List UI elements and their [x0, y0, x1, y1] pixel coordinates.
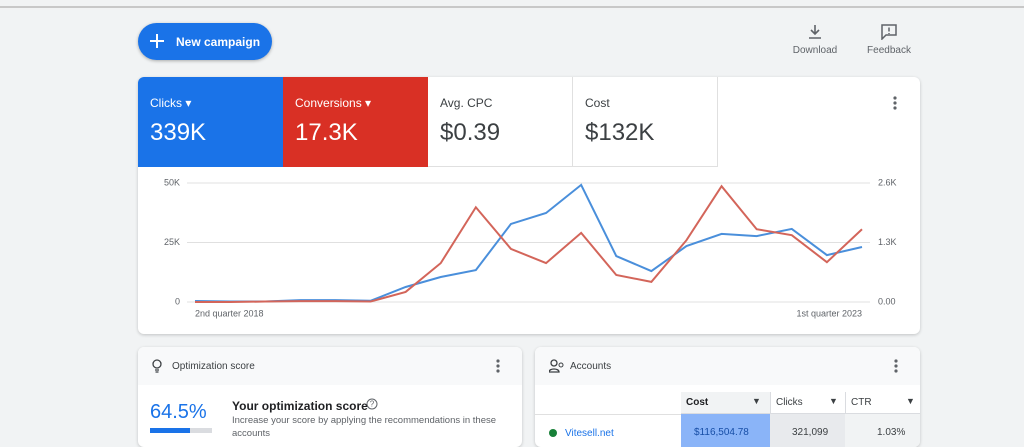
status-dot	[549, 429, 557, 437]
y-tick-label: 25K	[164, 237, 180, 247]
conversions-tile[interactable]: Conversions ▾ 17.3K	[283, 77, 428, 167]
cell-text: 1.03%	[877, 427, 906, 438]
button-label: New campaign	[176, 35, 261, 49]
more-menu[interactable]	[892, 95, 898, 111]
metric-label-text: Clicks	[150, 96, 182, 110]
cost-cell: $116,504.78	[681, 414, 770, 447]
page: New campaign Download Feedback Clicks ▾ …	[0, 6, 1024, 447]
card-header	[535, 347, 920, 385]
optimization-card: Optimization score 64.5% Your optimizati…	[138, 347, 522, 447]
avg-cpc-tile[interactable]: Avg. CPC $0.39	[428, 77, 573, 167]
card-title: Optimization score	[172, 361, 255, 372]
feedback-button[interactable]: Feedback	[854, 24, 924, 60]
metric-label-text: Conversions	[295, 96, 362, 110]
metric-value: 17.3K	[295, 119, 358, 146]
plus-icon	[150, 34, 164, 48]
column-label: Cost	[686, 397, 709, 408]
performance-card: Clicks ▾ 339K Conversions ▾ 17.3K Avg. C…	[138, 77, 920, 334]
score-text: Increase your score by applying the reco…	[232, 415, 497, 439]
series-line	[194, 183, 863, 303]
account-cell: Vitesell.net	[535, 414, 681, 447]
metric-label: Clicks ▾	[150, 96, 192, 110]
help-icon[interactable]: ?	[366, 398, 378, 410]
metric-value: $0.39	[440, 119, 501, 146]
chart: 0 25K 50K 0.00 1.3K 2.6K 2nd quarter 2018 1st q…	[164, 177, 897, 318]
svg-text:?: ?	[370, 400, 375, 409]
clicks-cell: 321,099	[770, 414, 845, 447]
metric-label: Conversions ▾	[295, 96, 372, 110]
y-tick-label: 50K	[164, 177, 180, 187]
metric-label: Cost	[585, 96, 610, 110]
column-header[interactable]: CTR ▼	[845, 392, 920, 414]
feedback-icon	[881, 24, 897, 40]
y2-tick-label: 0.00	[878, 296, 896, 306]
score-heading: Your optimization score	[232, 399, 368, 413]
score-bar	[150, 428, 190, 433]
ctr-cell: 1.03%	[845, 414, 920, 447]
more-menu[interactable]	[495, 358, 501, 374]
column-header[interactable]: Cost ▼	[681, 392, 770, 414]
y2-tick-label: 1.3K	[878, 237, 897, 247]
card-title: Accounts	[570, 361, 612, 372]
download-button[interactable]: Download	[780, 24, 850, 60]
metric-value: $132K	[585, 119, 655, 146]
cost-tile[interactable]: Cost $132K	[573, 77, 718, 167]
score-track	[150, 428, 212, 433]
accounts-icon	[549, 359, 564, 373]
x-tick-label: 1st quarter 2023	[796, 308, 862, 318]
column-header[interactable]: Clicks ▼	[770, 392, 846, 414]
y-tick-label: 0	[175, 296, 180, 306]
more-menu[interactable]	[893, 358, 899, 374]
new-campaign-button[interactable]: New campaign	[138, 23, 272, 60]
column-label: CTR	[851, 397, 872, 408]
series-line	[195, 184, 863, 303]
metric-label: Avg. CPC	[440, 96, 493, 110]
metric-value: 339K	[150, 119, 207, 146]
download-label: Download	[792, 45, 838, 56]
cell-text: $116,504.78	[694, 427, 749, 438]
x-tick-label: 2nd quarter 2018	[195, 308, 264, 318]
sort-arrow: ▼	[829, 396, 838, 406]
accounts-card: Accounts Cost ▼ Clicks ▼ CTR ▼ Vitesell.net…	[535, 347, 920, 447]
card-header	[138, 347, 522, 385]
y2-tick-label: 2.6K	[878, 177, 897, 187]
bulb-icon	[152, 359, 162, 373]
download-icon	[809, 25, 821, 39]
feedback-label: Feedback	[867, 45, 911, 56]
clicks-tile[interactable]: Clicks ▾ 339K	[138, 77, 283, 167]
top-border	[0, 6, 1024, 8]
sort-arrow: ▼	[752, 396, 761, 406]
sort-arrow: ▼	[906, 396, 915, 406]
score-value: 64.5%	[150, 401, 207, 423]
cell-text: 321,099	[792, 427, 829, 438]
column-label: Clicks	[776, 397, 803, 408]
